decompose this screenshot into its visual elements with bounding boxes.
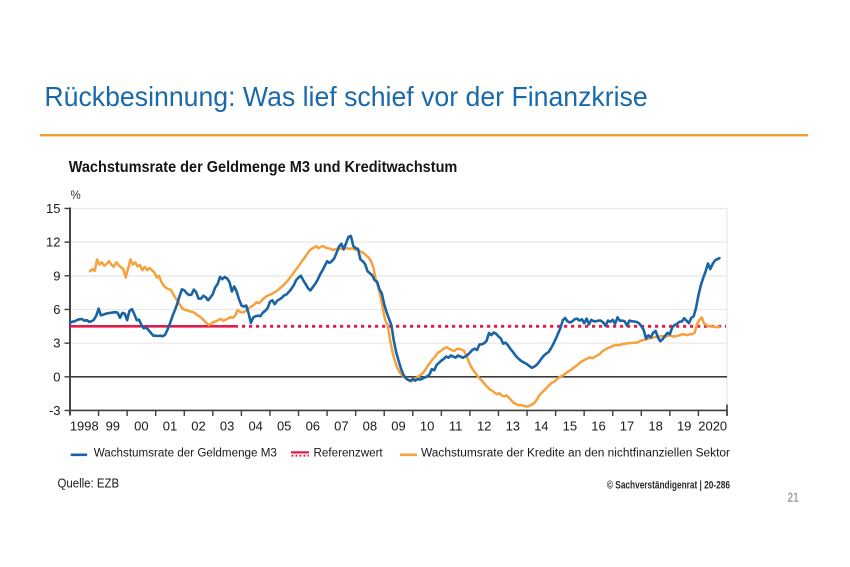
svg-text:07: 07 <box>334 418 348 433</box>
svg-text:05: 05 <box>277 418 291 433</box>
svg-text:01: 01 <box>163 418 177 433</box>
svg-text:12: 12 <box>46 235 60 250</box>
svg-text:15: 15 <box>46 201 60 216</box>
svg-text:11: 11 <box>449 418 463 433</box>
svg-text:19: 19 <box>677 418 691 433</box>
svg-text:12: 12 <box>477 418 491 433</box>
svg-text:9: 9 <box>53 268 60 283</box>
svg-text:00: 00 <box>134 418 148 433</box>
svg-text:18: 18 <box>648 418 662 433</box>
svg-text:14: 14 <box>534 418 548 433</box>
svg-text:06: 06 <box>306 418 320 433</box>
svg-text:15: 15 <box>563 418 577 433</box>
svg-text:03: 03 <box>220 418 234 433</box>
svg-text:09: 09 <box>391 418 405 433</box>
svg-text:Referenzwert: Referenzwert <box>314 445 384 459</box>
svg-text:Wachstumsrate der Kredite an d: Wachstumsrate der Kredite an den nichtfi… <box>421 446 730 460</box>
svg-text:10: 10 <box>420 418 434 433</box>
svg-text:04: 04 <box>248 418 262 433</box>
svg-text:2020: 2020 <box>698 418 727 433</box>
svg-text:99: 99 <box>106 418 120 433</box>
svg-text:02: 02 <box>191 418 205 433</box>
svg-text:Quelle: EZB: Quelle: EZB <box>58 476 120 491</box>
svg-text:13: 13 <box>506 418 520 433</box>
svg-text:1998: 1998 <box>70 418 99 433</box>
svg-text:Wachstumsrate der Geldmenge M3: Wachstumsrate der Geldmenge M3 und Kredi… <box>69 158 458 176</box>
svg-text:%: % <box>71 190 81 202</box>
svg-text:Wachstumsrate der Geldmenge M3: Wachstumsrate der Geldmenge M3 <box>94 445 278 459</box>
svg-text:© Sachverständigenrat | 20-286: © Sachverständigenrat | 20-286 <box>607 479 730 492</box>
svg-text:17: 17 <box>620 418 634 433</box>
svg-text:21: 21 <box>788 489 800 505</box>
svg-text:0: 0 <box>53 369 60 384</box>
svg-text:08: 08 <box>363 418 377 433</box>
svg-text:3: 3 <box>53 336 60 351</box>
svg-text:16: 16 <box>591 418 605 433</box>
svg-text:-3: -3 <box>49 403 61 418</box>
svg-text:Rückbesinnung: Was lief schief: Rückbesinnung: Was lief schief vor der F… <box>44 80 647 112</box>
svg-text:6: 6 <box>53 302 60 317</box>
